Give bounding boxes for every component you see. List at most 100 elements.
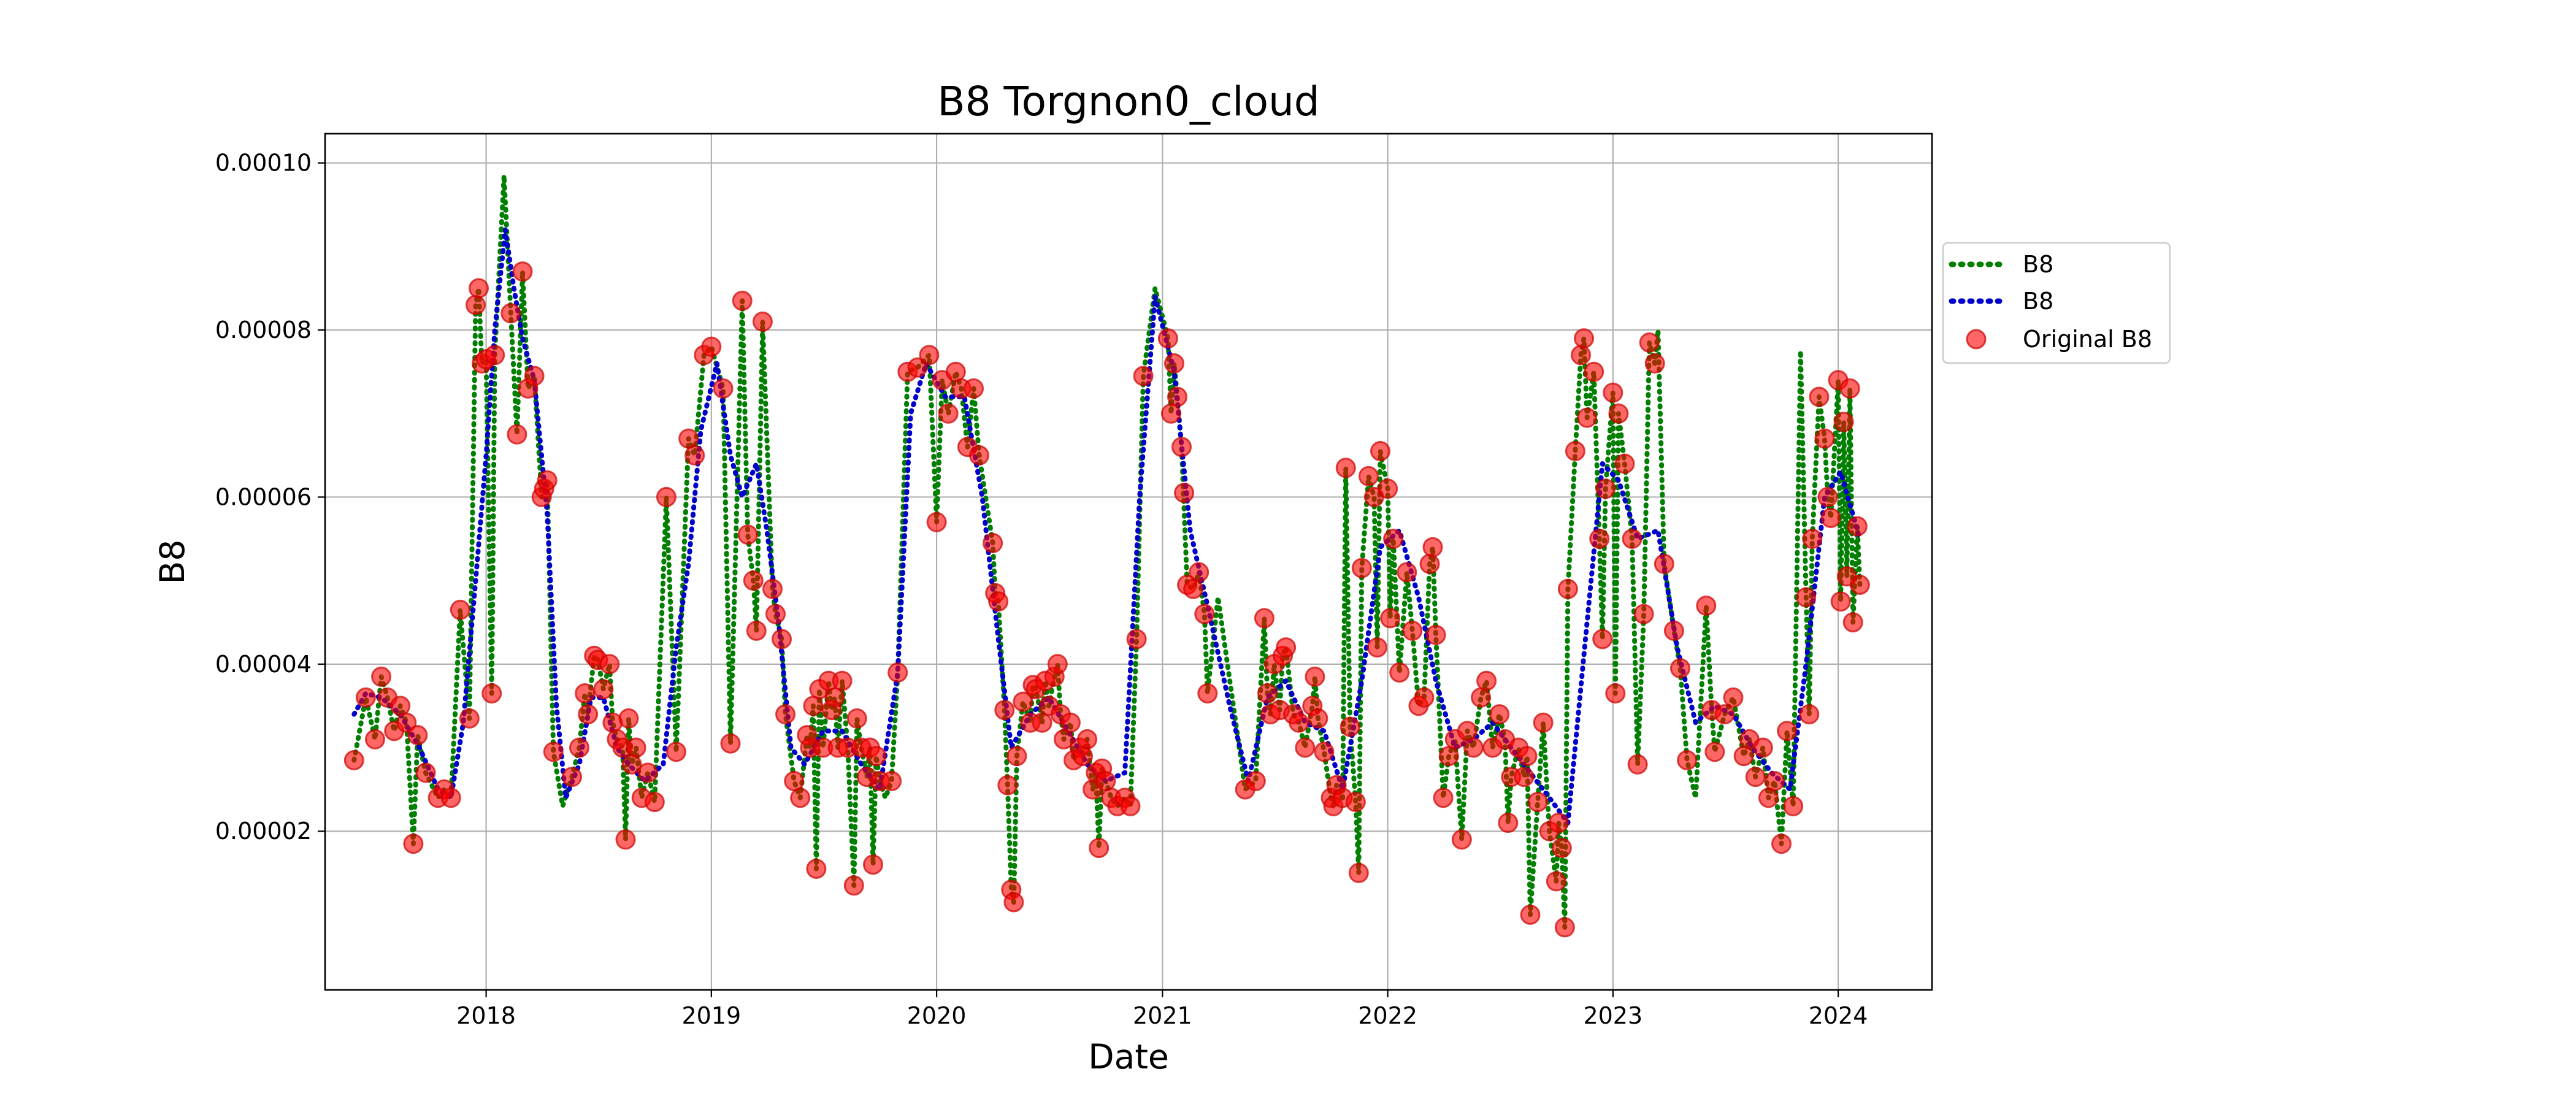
- original-b8-point: [1457, 721, 1478, 742]
- points-layer: [343, 261, 1870, 938]
- original-b8-point: [1627, 754, 1648, 775]
- original-b8-point: [1608, 403, 1629, 424]
- original-b8-point: [964, 378, 984, 399]
- original-b8-point: [772, 629, 792, 650]
- original-b8-point: [790, 788, 811, 808]
- original-b8-point: [1551, 838, 1572, 858]
- original-b8-point: [678, 428, 699, 449]
- original-b8-point: [1370, 441, 1390, 461]
- original-b8-point: [765, 604, 786, 624]
- original-b8-point: [1758, 788, 1779, 808]
- original-b8-point: [440, 788, 461, 808]
- original-b8-point: [481, 683, 502, 703]
- original-b8-point: [656, 486, 677, 507]
- y-tick-label: 0.00004: [215, 651, 312, 678]
- original-b8-point: [969, 445, 989, 466]
- original-b8-point: [500, 303, 521, 324]
- original-b8-point: [1305, 666, 1325, 687]
- legend-label-b8-blue: B8: [2023, 288, 2053, 315]
- original-b8-point: [644, 792, 665, 813]
- original-b8-point: [1013, 691, 1033, 712]
- original-b8-point: [1419, 553, 1440, 574]
- original-b8-point: [1194, 604, 1215, 624]
- chart-title: B8 Torgnon0_cloud: [937, 78, 1319, 125]
- original-b8-point: [1817, 486, 1838, 507]
- original-b8-point: [1670, 658, 1690, 679]
- original-b8-point: [466, 294, 486, 315]
- original-b8-point: [1003, 892, 1024, 913]
- original-b8-point: [615, 829, 636, 850]
- original-b8-point: [1167, 386, 1187, 407]
- original-b8-point: [1571, 345, 1591, 366]
- original-b8-point: [843, 875, 864, 896]
- original-b8-point: [390, 696, 411, 716]
- original-b8-point: [1245, 771, 1266, 791]
- original-b8-point: [1006, 746, 1027, 767]
- original-b8-point: [1520, 904, 1541, 925]
- y-axis-label: B8: [153, 540, 192, 585]
- original-b8-point: [1554, 917, 1575, 938]
- original-b8-point: [1842, 612, 1863, 633]
- original-b8-point: [1592, 629, 1613, 650]
- original-b8-point: [537, 470, 558, 491]
- original-b8-point: [1527, 792, 1548, 813]
- plot-frame: [324, 132, 1933, 991]
- original-b8-point: [1565, 441, 1585, 461]
- original-b8-point: [1157, 328, 1178, 349]
- original-b8-point: [1546, 871, 1566, 892]
- original-b8-point: [926, 512, 947, 532]
- original-b8-point: [784, 771, 805, 791]
- legend-frame: [1942, 242, 2171, 364]
- original-b8-point: [1633, 604, 1654, 624]
- original-b8-point: [666, 742, 686, 762]
- x-tick-label: 2020: [907, 1002, 967, 1029]
- original-b8-point: [746, 620, 767, 641]
- original-b8-point: [846, 708, 867, 729]
- original-b8-point: [1764, 771, 1785, 791]
- original-b8-point: [512, 261, 533, 282]
- original-b8-point: [1295, 737, 1316, 758]
- original-b8-point: [1771, 834, 1792, 854]
- original-b8-point: [543, 742, 564, 762]
- original-b8-point: [945, 361, 966, 382]
- original-b8-point: [1171, 437, 1192, 458]
- original-b8-point: [1451, 829, 1472, 850]
- original-b8-point: [1605, 683, 1626, 703]
- original-b8-point: [1603, 382, 1623, 403]
- original-b8-point: [1383, 529, 1404, 549]
- original-b8-point: [1351, 558, 1372, 578]
- original-b8-point: [1733, 746, 1754, 767]
- original-b8-point: [887, 662, 908, 683]
- original-b8-point: [578, 704, 599, 725]
- original-b8-point: [1745, 767, 1766, 788]
- original-b8-point: [1358, 466, 1379, 486]
- original-b8-point: [1639, 332, 1660, 353]
- original-b8-point: [396, 712, 417, 733]
- original-b8-point: [1164, 353, 1184, 374]
- original-b8-point: [1814, 428, 1835, 449]
- original-b8-point: [355, 687, 376, 708]
- original-b8-point: [919, 345, 940, 366]
- original-b8-point: [569, 737, 589, 758]
- original-b8-point: [1849, 575, 1870, 595]
- original-b8-point: [713, 378, 734, 399]
- original-b8-point: [824, 687, 845, 708]
- original-b8-point: [1160, 403, 1181, 424]
- x-tick-label: 2022: [1358, 1002, 1417, 1029]
- original-b8-point: [1839, 378, 1860, 399]
- original-b8-point: [1254, 608, 1275, 629]
- original-b8-point: [1367, 637, 1387, 658]
- original-b8-point: [1189, 562, 1209, 583]
- original-b8-point: [983, 532, 1003, 553]
- original-b8-point: [485, 345, 505, 366]
- original-b8-point: [1796, 587, 1817, 608]
- original-b8-point: [1489, 704, 1510, 725]
- original-b8-point: [1414, 687, 1435, 708]
- original-b8-point: [1340, 716, 1360, 737]
- original-b8-point: [1574, 328, 1594, 349]
- original-b8-point: [1032, 712, 1052, 733]
- x-tick-label: 2023: [1583, 1002, 1643, 1029]
- original-b8-point: [907, 357, 928, 378]
- original-b8-point: [1644, 353, 1665, 374]
- original-b8-point: [1577, 407, 1598, 428]
